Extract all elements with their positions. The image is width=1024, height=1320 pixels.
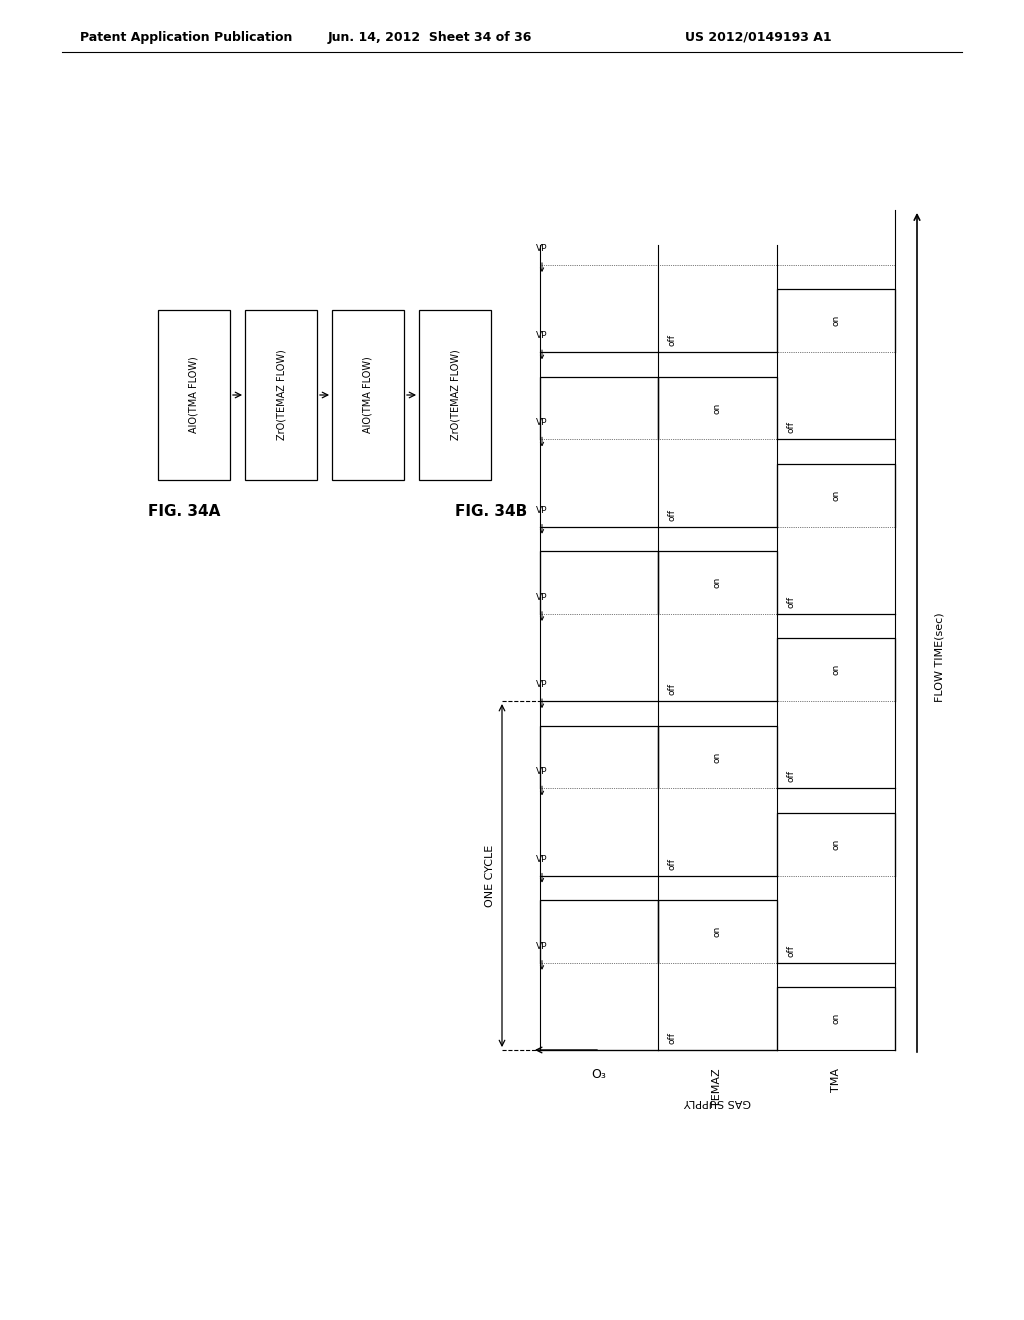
Text: off: off <box>786 595 796 609</box>
Text: US 2012/0149193 A1: US 2012/0149193 A1 <box>685 30 831 44</box>
Text: VP: VP <box>537 506 548 515</box>
Bar <box>419 310 490 480</box>
Text: off: off <box>668 684 677 696</box>
Text: VP: VP <box>537 244 548 253</box>
Bar <box>332 310 404 480</box>
Text: Patent Application Publication: Patent Application Publication <box>80 30 293 44</box>
Text: VP: VP <box>537 680 548 689</box>
Text: on: on <box>831 315 841 326</box>
Text: on: on <box>713 751 722 763</box>
Text: off: off <box>668 334 677 346</box>
Text: O₃: O₃ <box>592 1068 606 1081</box>
Text: off: off <box>668 858 677 870</box>
Text: on: on <box>713 403 722 413</box>
Text: on: on <box>831 664 841 676</box>
Text: off: off <box>668 1032 677 1044</box>
Text: VP: VP <box>537 331 548 341</box>
Bar <box>245 310 317 480</box>
Text: ZrO(TEMAZ FLOW): ZrO(TEMAZ FLOW) <box>450 350 460 441</box>
Text: TEMAZ: TEMAZ <box>713 1068 723 1106</box>
Text: FIG. 34B: FIG. 34B <box>455 504 527 520</box>
Text: off: off <box>786 771 796 783</box>
Text: TMA: TMA <box>830 1068 841 1092</box>
Text: VP: VP <box>537 941 548 950</box>
Text: FIG. 34A: FIG. 34A <box>148 504 220 520</box>
Text: off: off <box>786 421 796 433</box>
Text: VP: VP <box>537 418 548 428</box>
Text: Jun. 14, 2012  Sheet 34 of 36: Jun. 14, 2012 Sheet 34 of 36 <box>328 30 532 44</box>
Text: VP: VP <box>537 593 548 602</box>
Text: off: off <box>668 508 677 520</box>
Text: ONE CYCLE: ONE CYCLE <box>485 845 495 907</box>
Text: GAS SUPPLY: GAS SUPPLY <box>684 1097 751 1107</box>
Text: ZrO(TEMAZ FLOW): ZrO(TEMAZ FLOW) <box>276 350 286 441</box>
Text: on: on <box>831 1012 841 1024</box>
Text: AlO(TMA FLOW): AlO(TMA FLOW) <box>189 356 199 433</box>
Text: VP: VP <box>537 854 548 863</box>
Text: VP: VP <box>537 767 548 776</box>
Text: on: on <box>831 838 841 850</box>
Text: AlO(TMA FLOW): AlO(TMA FLOW) <box>362 356 373 433</box>
Text: FLOW TIME(sec): FLOW TIME(sec) <box>934 612 944 702</box>
Bar <box>158 310 230 480</box>
Text: off: off <box>786 945 796 957</box>
Text: on: on <box>831 490 841 500</box>
Text: on: on <box>713 577 722 589</box>
Text: on: on <box>713 925 722 937</box>
